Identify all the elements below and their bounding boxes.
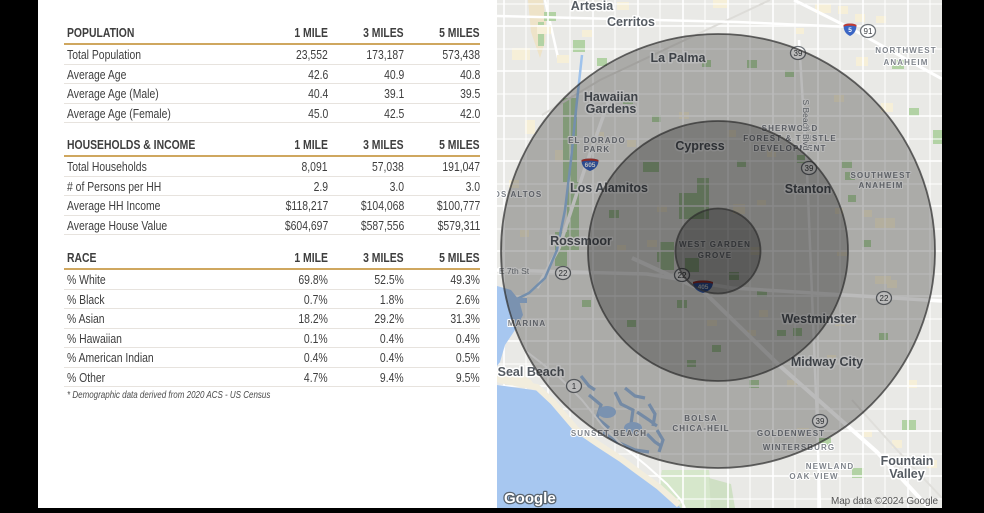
svg-text:FOREST & THISTLE: FOREST & THISTLE (743, 134, 837, 143)
svg-text:PARK: PARK (584, 145, 610, 154)
svg-text:605: 605 (585, 162, 596, 169)
svg-text:WEST GARDEN: WEST GARDEN (679, 240, 751, 249)
svg-text:NEWLAND: NEWLAND (806, 462, 855, 471)
svg-text:ANAHEIM: ANAHEIM (883, 58, 928, 67)
svg-text:WINTERSBURG: WINTERSBURG (763, 443, 836, 452)
svg-text:La Palma: La Palma (651, 51, 707, 65)
svg-text:Rossmoor: Rossmoor (550, 234, 612, 248)
svg-text:Valley: Valley (889, 467, 924, 481)
svg-text:Gardens: Gardens (586, 102, 637, 116)
svg-text:CHICA-HEIL: CHICA-HEIL (672, 424, 729, 433)
svg-text:39: 39 (805, 164, 814, 173)
svg-text:SUNSET BEACH: SUNSET BEACH (571, 429, 647, 438)
svg-text:ANAHEIM: ANAHEIM (858, 181, 903, 190)
svg-text:5: 5 (848, 27, 852, 34)
svg-text:NORTHWEST: NORTHWEST (875, 46, 936, 55)
svg-text:Fountain: Fountain (881, 454, 934, 468)
svg-text:GROVE: GROVE (698, 251, 732, 260)
svg-text:Midway City: Midway City (791, 355, 863, 369)
svg-text:Cerritos: Cerritos (607, 15, 655, 29)
svg-text:MARINA: MARINA (508, 319, 547, 328)
svg-text:405: 405 (698, 284, 709, 291)
svg-text:EL DORADO: EL DORADO (568, 136, 626, 145)
svg-text:Westminster: Westminster (782, 312, 857, 326)
svg-text:LOS ALTOS: LOS ALTOS (497, 190, 542, 199)
svg-text:Cypress: Cypress (675, 139, 724, 153)
svg-text:Map data ©2024 Google: Map data ©2024 Google (831, 496, 939, 507)
svg-text:Seal Beach: Seal Beach (498, 365, 565, 379)
svg-text:Artesia: Artesia (571, 0, 614, 13)
svg-text:Los Alamitos: Los Alamitos (570, 181, 648, 195)
svg-text:Google: Google (504, 490, 556, 507)
svg-text:39: 39 (816, 417, 825, 426)
svg-text:Hawaiian: Hawaiian (584, 90, 638, 104)
svg-text:39: 39 (794, 49, 803, 58)
svg-text:Stanton: Stanton (785, 182, 832, 196)
svg-text:SHERWOOD: SHERWOOD (762, 124, 819, 133)
svg-text:S Beach Blvd: S Beach Blvd (801, 99, 811, 150)
svg-text:91: 91 (864, 27, 873, 36)
svg-text:22: 22 (559, 269, 568, 278)
svg-text:DEVELOPMENT: DEVELOPMENT (754, 144, 827, 153)
svg-text:22: 22 (880, 294, 889, 303)
svg-text:GOLDENWEST: GOLDENWEST (757, 429, 825, 438)
svg-text:SOUTHWEST: SOUTHWEST (850, 171, 911, 180)
svg-text:OAK VIEW: OAK VIEW (789, 472, 838, 481)
svg-text:1: 1 (572, 382, 577, 391)
svg-text:E 7th St: E 7th St (499, 266, 530, 276)
svg-text:BOLSA: BOLSA (684, 414, 718, 423)
